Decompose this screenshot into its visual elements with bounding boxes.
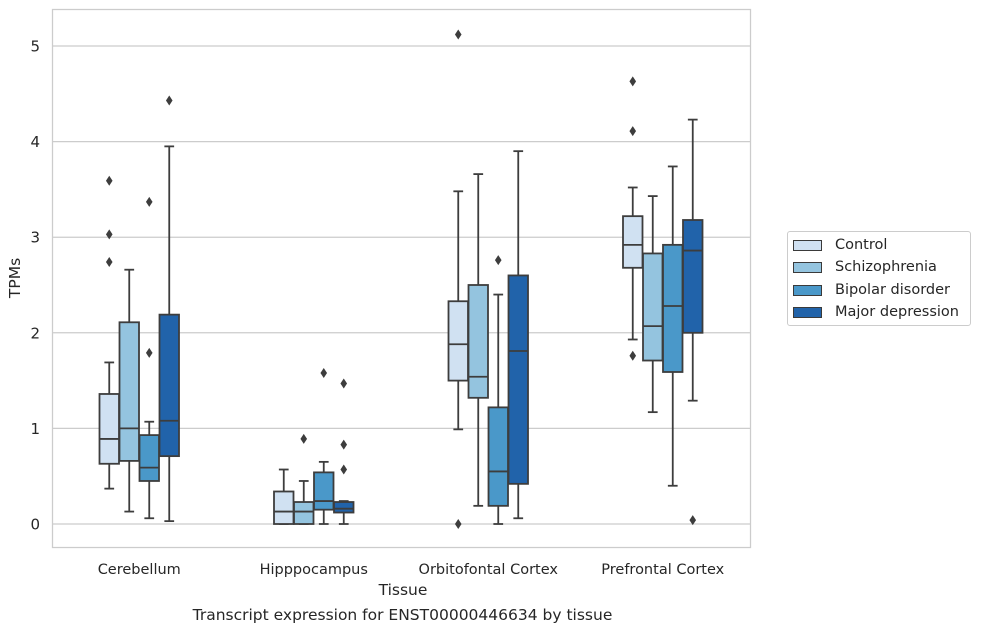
x-tick-label: Cerebellum <box>98 562 181 578</box>
legend-item-major-depression: Major depression <box>793 302 959 322</box>
legend-label-bipolar-disorder: Bipolar disorder <box>835 282 950 298</box>
iqr-box <box>313 471 335 511</box>
x-tick-label: Orbitofontal Cortex <box>419 562 559 578</box>
outlier-point <box>105 175 113 186</box>
outlier-point <box>494 255 502 266</box>
figure-caption: Transcript expression for ENST0000044663… <box>192 606 613 624</box>
box-major-depression-cerebellum <box>158 95 180 523</box>
box-schizophrenia-hipppocampus <box>293 433 315 525</box>
y-tick-label: 2 <box>30 324 40 342</box>
iqr-box <box>642 252 664 362</box>
x-tick-label: Prefrontal Cortex <box>601 562 724 578</box>
outlier-point <box>629 76 637 87</box>
boxes <box>98 29 704 529</box>
box-major-depression-prefrontal-cortex <box>682 118 704 526</box>
iqr-box <box>333 501 355 514</box>
iqr-box <box>507 274 529 485</box>
box-schizophrenia-cerebellum <box>118 268 140 513</box>
box-schizophrenia-prefrontal-cortex <box>642 195 664 414</box>
legend-label-major-depression: Major depression <box>835 304 959 320</box>
outlier-point <box>454 29 462 40</box>
y-axis-ticks: 0 1 2 3 4 5 <box>30 38 40 534</box>
x-axis-label: Tissue <box>378 581 428 599</box>
outlier-point <box>105 229 113 240</box>
outlier-point <box>145 347 153 358</box>
outlier-point <box>340 464 348 475</box>
legend-swatch-major-depression <box>793 306 822 318</box>
iqr-box <box>138 434 160 482</box>
x-tick-label: Hipppocampus <box>260 562 368 578</box>
x-axis-ticks: Cerebellum Hipppocampus Orbitofontal Corte… <box>98 562 725 578</box>
box-major-depression-orbitofontal-cortex <box>507 150 529 520</box>
box-schizophrenia-orbitofontal-cortex <box>467 173 489 507</box>
y-tick-label: 0 <box>30 516 40 534</box>
y-tick-label: 5 <box>30 38 40 56</box>
box-bipolar-disorder-hipppocampus <box>313 367 335 525</box>
legend-swatch-control <box>793 239 822 251</box>
legend-swatch-schizophrenia <box>793 261 822 273</box>
legend-label-control: Control <box>835 237 888 253</box>
iqr-box <box>293 501 315 525</box>
iqr-box <box>447 300 469 382</box>
box-control-prefrontal-cortex <box>622 76 644 361</box>
outlier-point <box>145 196 153 207</box>
legend-label-schizophrenia: Schizophrenia <box>835 259 937 275</box>
legend-item-control: Control <box>793 235 887 255</box>
outlier-point <box>629 350 637 361</box>
iqr-box <box>118 321 140 462</box>
iqr-box <box>158 313 180 458</box>
outlier-point <box>105 257 113 268</box>
box-bipolar-disorder-cerebellum <box>138 196 160 520</box>
iqr-box <box>622 215 644 269</box>
outlier-point <box>320 367 328 378</box>
iqr-box <box>273 490 295 525</box>
outlier-point <box>454 519 462 529</box>
iqr-box <box>467 284 489 399</box>
iqr-box <box>662 243 684 373</box>
y-axis-label: TPMs <box>6 258 24 299</box>
legend-swatch-bipolar-disorder <box>793 284 822 296</box>
iqr-box <box>98 393 120 465</box>
iqr-box <box>682 219 704 334</box>
outlier-point <box>340 439 348 450</box>
legend-item-schizophrenia: Schizophrenia <box>793 257 937 277</box>
outlier-point <box>689 515 697 526</box>
iqr-box <box>487 406 509 507</box>
y-tick-label: 4 <box>30 133 40 151</box>
outlier-point <box>629 126 637 137</box>
y-tick-label: 1 <box>30 420 40 438</box>
y-tick-label: 3 <box>30 229 40 247</box>
legend: Control Schizophrenia Bipolar disorder M… <box>787 231 971 326</box>
box-control-cerebellum <box>98 175 120 490</box>
outlier-point <box>300 433 308 444</box>
legend-item-bipolar-disorder: Bipolar disorder <box>793 280 950 300</box>
box-major-depression-hipppocampus <box>333 378 355 525</box>
outlier-point <box>165 95 173 106</box>
outlier-point <box>340 378 348 389</box>
